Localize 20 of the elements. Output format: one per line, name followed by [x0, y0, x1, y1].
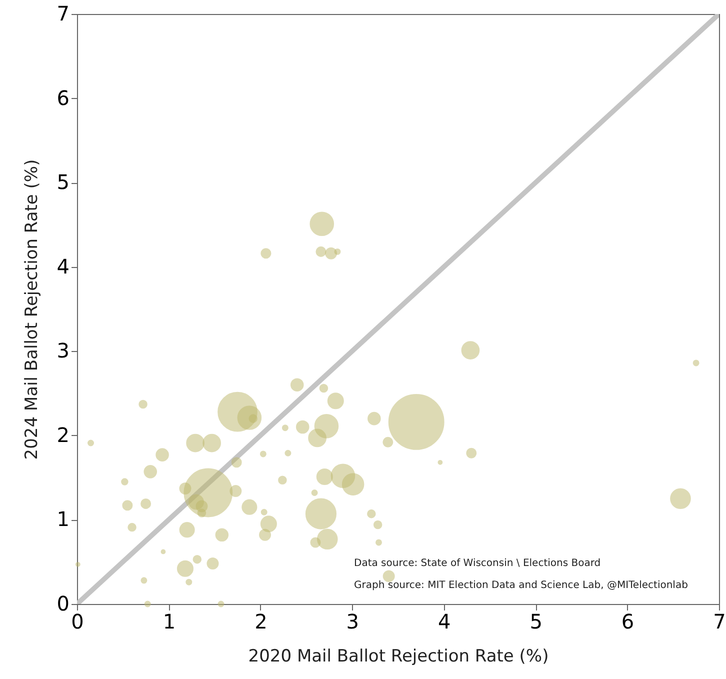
- x-tick-label: 6: [621, 610, 634, 634]
- y-tick-label: 1: [56, 507, 70, 532]
- y-axis-title: 2024 Mail Ballot Rejection Rate (%): [22, 159, 42, 460]
- x-tick-label: 4: [438, 610, 451, 634]
- y-tick-label: 0: [56, 592, 70, 616]
- x-tick-label: 1: [162, 610, 176, 634]
- x-tick-label: 2: [254, 610, 268, 634]
- x-axis-title: 2020 Mail Ballot Rejection Rate (%): [248, 646, 549, 666]
- y-tick-label: 5: [56, 170, 70, 194]
- y-tick-label: 2: [56, 422, 70, 447]
- x-tick-label: 7: [713, 610, 726, 634]
- y-tick-label: 4: [56, 254, 70, 278]
- annotation: Graph source: MIT Election Data and Science Lab, @MITelectionlab: [354, 580, 688, 591]
- y-tick-label: 7: [56, 2, 70, 26]
- annotation: Data source: State of Wisconsin \ Elections Board: [354, 558, 601, 569]
- y-tick-label: 6: [56, 86, 70, 110]
- x-tick-label: 5: [530, 610, 542, 634]
- x-tick-label: 3: [346, 610, 360, 634]
- x-tick-label: 0: [71, 610, 84, 634]
- y-tick-label: 3: [56, 338, 70, 363]
